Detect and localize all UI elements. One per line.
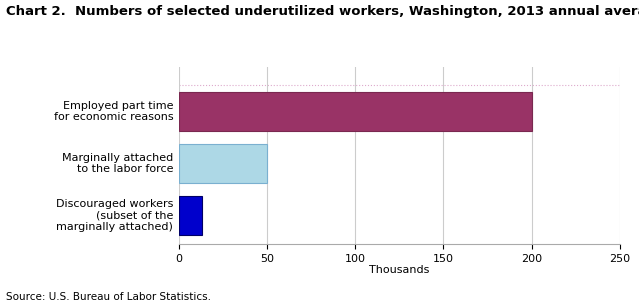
Bar: [179, 144, 267, 183]
X-axis label: Thousands: Thousands: [369, 265, 429, 275]
Text: Chart 2.  Numbers of selected underutilized workers, Washington, 2013 annual ave: Chart 2. Numbers of selected underutiliz…: [6, 5, 639, 18]
Bar: [179, 92, 532, 131]
Bar: [179, 196, 202, 235]
Text: Source: U.S. Bureau of Labor Statistics.: Source: U.S. Bureau of Labor Statistics.: [6, 292, 212, 302]
